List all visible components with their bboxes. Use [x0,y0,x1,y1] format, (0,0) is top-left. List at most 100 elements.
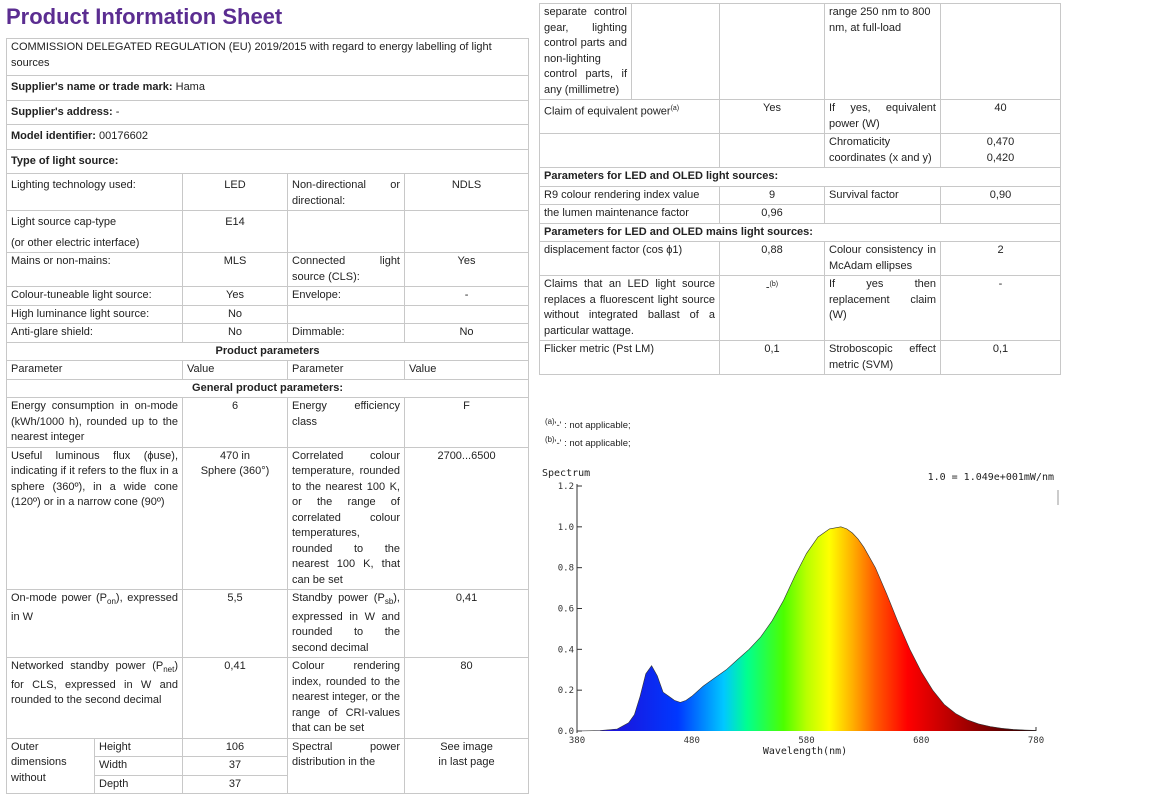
y-tick-label: 1.2 [558,482,574,492]
page-title: Product Information Sheet [6,4,283,29]
height-label: Height [94,737,183,758]
model-identifier: 00176602 [99,130,148,142]
spectrum-chart: Spectrum 1.0 = 1.049e+001mW/nm 0.0 0.2 0.4… [542,468,1059,757]
y-tick-label: 0.0 [558,727,574,737]
pnet-value: 0,41 [182,657,288,739]
mains-label: Mains or non-mains: [6,252,183,287]
title-block: Product Information Sheet [6,4,528,30]
equiv-w-value: 40 [940,99,1061,134]
antiglare-value: No [182,323,288,343]
depth-value: 37 [182,774,288,795]
x-tick-label: 380 [569,736,585,746]
flux-value-2: Sphere (360°) [200,465,270,477]
envelope-label: Envelope: [287,286,405,306]
lumen-row: the lumen maintenance factor 0,96 [539,204,1061,224]
claims-row: Claims that an LED light source replaces… [539,275,1061,341]
cls-label: Connected light source (CLS): [287,252,405,287]
pon-label: On-mode power (Pon), expressed in W [6,588,183,659]
cls-value: Yes [403,252,530,287]
equiv-row: Claim of equivalent power(a) Yes If yes,… [539,99,1061,134]
height-value: 106 [182,737,288,758]
cap-label: Light source cap-type [11,216,117,228]
supplier-row: Supplier's name or trade mark: Hama [5,75,530,101]
claims-label: Claims that an LED light source replaces… [539,275,720,341]
spd-value-2: in last page [438,756,495,769]
survival-value: 0,90 [940,185,1061,205]
pon-row: On-mode power (Pon), expressed in W 5,5 … [6,588,530,659]
chart-scale-note: 1.0 = 1.049e+001mW/nm [928,472,1054,483]
energy-value: 6 [182,397,288,448]
led-params-heading: Parameters for LED and OLED light source… [539,167,1061,187]
x-tick-label: 480 [684,736,700,746]
equiv-value: Yes [719,99,825,134]
product-params-row: Product parameters [5,341,530,361]
footnote-b: (b)'-' : not applicable; [545,435,631,450]
lighting-tech-row: Lighting technology used: LED Non-direct… [6,173,530,211]
sep-label: separate control gear, lighting control … [539,3,632,100]
x-tick-label: 780 [1028,736,1044,746]
outer-dimensions-label: Outer dimensions without [6,737,95,795]
x-tick-label: 680 [913,736,929,746]
lumen-value: 0,96 [719,204,825,224]
regulation-text: COMMISSION DELEGATED REGULATION (EU) 201… [5,38,530,76]
flicker-label: Flicker metric (Pst LM) [539,340,720,375]
consist-label: Colour consistency in McAdam ellipses [824,241,941,276]
right-info-table: separate control gear, lighting control … [539,3,1061,375]
product-params-heading: Product parameters [5,341,530,361]
flux-row: Useful luminous flux (ϕuse), indicating … [6,446,530,590]
eff-label: Energy efficiency class [287,397,405,448]
disp-label: displacement factor (cos ϕ1) [539,241,720,276]
supplier-name-label: Supplier's name or trade mark: [11,81,173,93]
pnet-label: Networked standby power (Pnet) for CLS, … [6,657,183,739]
led-params-row: Parameters for LED and OLED light source… [539,167,1061,187]
mains-row: Mains or non-mains: MLS Connected light … [6,252,530,287]
replace-label: If yes then replacement claim (W) [824,275,941,341]
cct-value: 2700...6500 [403,446,530,590]
flux-label: Useful luminous flux (ϕuse), indicating … [6,446,183,590]
energy-label: Energy consumption in on-mode (kWh/1000 … [6,397,183,448]
sep-row: separate control gear, lighting control … [539,3,1061,100]
high-lum-value: No [182,304,288,324]
chroma-y: 0,420 [986,151,1015,164]
equiv-label: Claim of equivalent power(a) [539,99,720,134]
led-mains-params-row: Parameters for LED and OLED mains light … [539,222,1061,242]
depth-label: Depth [94,774,183,795]
flicker-value: 0,1 [719,340,825,375]
lumen-label: the lumen maintenance factor [539,204,720,224]
led-mains-params-heading: Parameters for LED and OLED mains light … [539,222,1061,242]
cri-value: 80 [403,657,530,739]
chart-title: Spectrum [542,468,590,479]
width-label: Width [94,756,183,776]
address-row: Supplier's address: - [5,99,530,125]
lighting-tech-label: Lighting technology used: [6,173,183,211]
dimmable-value: No [403,323,530,343]
model-label: Model identifier: [11,130,96,142]
pnet-row: Networked standby power (Pnet) for CLS, … [6,657,530,739]
survival-label: Survival factor [824,185,941,205]
hdr-value-1: Value [182,360,288,380]
hdr-value-2: Value [403,360,530,380]
pon-value: 5,5 [182,588,288,659]
strobo-label: Stroboscopic effect metric (SVM) [824,340,941,375]
energy-row: Energy consumption in on-mode (kWh/1000 … [6,397,530,448]
spd-value-1: See image [440,740,493,753]
general-params-row: General product parameters: [5,378,530,398]
x-tick-label: 580 [798,736,814,746]
equiv-w-label: If yes, equivalent power (W) [824,99,941,134]
disp-row: displacement factor (cos ϕ1) 0,88 Colour… [539,241,1061,276]
cri-label: Colour rendering index, rounded to the n… [287,657,405,739]
cap-row: Light source cap-type (or other electric … [6,210,530,253]
supplier-address: - [115,105,120,118]
y-tick-label: 1.0 [558,523,574,533]
envelope-value: - [403,286,530,306]
y-tick-label: 0.8 [558,564,574,574]
disp-value: 0,88 [719,241,825,276]
claims-value: -(b) [719,275,825,341]
lighting-tech-value: LED [182,173,288,211]
supplier-address-label: Supplier's address: [11,105,113,118]
consist-value: 2 [940,241,1061,276]
general-params-heading: General product parameters: [5,378,530,398]
y-tick-label: 0.4 [558,645,574,655]
type-row: Type of light source: [5,148,530,174]
colour-tune-row: Colour-tuneable light source: Yes Envelo… [6,286,530,306]
